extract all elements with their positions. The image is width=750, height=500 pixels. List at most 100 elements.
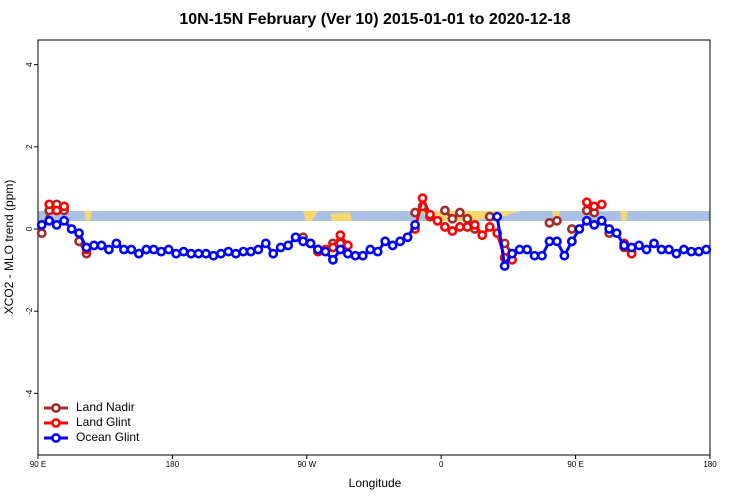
- data-point: [440, 222, 450, 232]
- data-point: [402, 232, 413, 243]
- x-tick-label: 90 W: [297, 460, 316, 469]
- data-point: [499, 261, 510, 271]
- legend-marker: [51, 433, 61, 443]
- data-point: [395, 236, 406, 247]
- data-point: [230, 248, 241, 259]
- y-tick-label: 0: [25, 226, 34, 231]
- data-point: [477, 230, 488, 241]
- data-point: [253, 244, 264, 255]
- data-point: [447, 226, 458, 236]
- data-point: [537, 250, 547, 261]
- data-point: [417, 193, 428, 204]
- data-point: [201, 248, 211, 259]
- data-point: [589, 201, 600, 212]
- data-point: [634, 240, 644, 251]
- data-point: [581, 197, 592, 208]
- data-point: [51, 220, 62, 230]
- data-point: [559, 250, 570, 261]
- data-point: [462, 213, 473, 224]
- data-point: [156, 246, 167, 257]
- data-point: [133, 248, 144, 259]
- data-point: [701, 244, 712, 255]
- data-point: [522, 244, 532, 255]
- data-point: [275, 242, 286, 253]
- y-axis-label: XCO2 - MLO trend (ppm): [2, 180, 16, 315]
- data-point: [492, 211, 503, 222]
- data-point: [141, 244, 152, 255]
- data-point: [581, 215, 592, 226]
- data-point: [596, 199, 607, 210]
- data-point: [59, 215, 70, 226]
- data-point: [238, 246, 249, 257]
- data-point: [581, 205, 592, 216]
- data-point: [193, 248, 204, 259]
- legend-label: Land Nadir: [76, 400, 135, 414]
- data-point: [589, 220, 600, 230]
- data-point: [447, 213, 458, 224]
- data-point: [245, 246, 256, 257]
- data-point: [432, 215, 443, 226]
- data-point: [178, 246, 189, 257]
- data-point: [342, 248, 353, 259]
- data-point: [44, 199, 55, 210]
- data-point: [342, 240, 353, 251]
- data-point: [387, 240, 398, 251]
- data-point: [566, 224, 577, 234]
- data-point: [298, 236, 308, 247]
- data-point: [678, 244, 689, 255]
- data-point: [163, 244, 174, 255]
- data-point: [372, 246, 383, 257]
- chart-title: 10N-15N February (Ver 10) 2015-01-01 to …: [179, 11, 570, 28]
- x-tick-label: 90 E: [567, 460, 583, 469]
- data-point: [283, 240, 294, 251]
- y-tick-label: 2: [25, 144, 34, 149]
- data-point: [96, 240, 107, 251]
- data-point: [552, 236, 562, 247]
- data-point: [126, 244, 137, 255]
- data-point: [656, 244, 667, 255]
- x-axis-label: Longitude: [349, 476, 402, 490]
- data-point: [51, 205, 62, 216]
- data-point: [305, 238, 316, 249]
- data-point: [649, 238, 659, 249]
- data-point: [626, 242, 637, 253]
- data-point: [36, 228, 47, 239]
- data-point: [529, 250, 540, 261]
- data-point: [118, 244, 129, 255]
- x-tick-label: 180: [166, 460, 180, 469]
- data-point: [290, 232, 301, 243]
- series-line: [41, 216, 707, 271]
- data-point: [66, 224, 77, 234]
- data-point: [566, 236, 577, 247]
- data-point: [671, 248, 682, 259]
- data-point: [484, 222, 495, 232]
- data-point: [514, 244, 525, 255]
- x-tick-label: 180: [703, 460, 717, 469]
- data-point: [223, 246, 234, 257]
- data-point: [454, 207, 465, 218]
- data-point: [410, 220, 420, 230]
- data-point: [148, 244, 159, 255]
- data-point: [611, 228, 622, 239]
- data-point: [462, 222, 473, 232]
- data-point: [365, 244, 376, 255]
- x-tick-label: 90 E: [30, 460, 46, 469]
- data-point: [596, 215, 607, 226]
- data-point: [484, 211, 495, 222]
- data-point: [425, 209, 435, 220]
- data-point: [664, 244, 674, 255]
- x-tick-label: 0: [439, 460, 444, 469]
- data-point: [104, 244, 114, 255]
- data-point: [216, 248, 226, 259]
- data-point: [74, 228, 84, 239]
- data-point: [328, 242, 338, 253]
- data-point: [357, 250, 368, 261]
- data-point: [544, 236, 555, 247]
- data-point: [440, 205, 450, 216]
- legend-marker: [51, 418, 61, 428]
- y-tick-label: 4: [25, 62, 34, 67]
- data-point: [186, 248, 196, 259]
- legend-label: Land Glint: [76, 415, 131, 429]
- data-point: [36, 220, 47, 230]
- data-point: [335, 230, 346, 241]
